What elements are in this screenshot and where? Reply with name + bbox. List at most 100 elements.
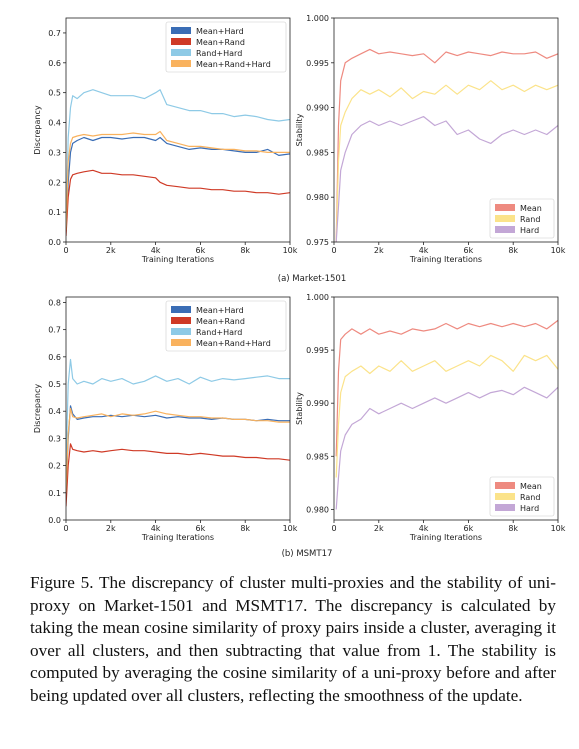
- series-line-rand-hard: [66, 358, 290, 466]
- x-tick-label: 8k: [240, 246, 250, 255]
- market-discrepancy-chart: 0 2k 4k 6k 8k 10k 0.0 0.1 0.2 0.3 0.4 0.5 0.6 0.7 Trai…: [33, 17, 298, 264]
- x-tick-label: 0: [63, 524, 68, 533]
- msmt-discrepancy-chart: 0 2k 4k 6k 8k 10k 0.0 0.1 0.2 0.3 0.4 0.5 0.6 0.7 0.8 T…: [33, 296, 298, 542]
- figure-caption: Figure 5. The discrepancy of cluster mul…: [30, 573, 556, 705]
- legend-label-mean-rand-hard: Mean+Rand+Hard: [196, 60, 271, 69]
- legend-label-mean-hard: Mean+Hard: [196, 27, 244, 36]
- series-line-mean: [335, 319, 558, 457]
- y-tick-label: 0.995: [306, 59, 329, 68]
- y-tick-label: 0.1: [48, 208, 61, 217]
- y-axis-label: Stability: [295, 392, 304, 425]
- legend-label-mean: Mean: [520, 482, 542, 491]
- legend-swatch-rand-hard: [171, 49, 191, 56]
- x-tick-label: 10k: [283, 246, 298, 255]
- y-tick-label: 0.0: [48, 238, 61, 247]
- legend-swatch-rand: [495, 493, 515, 500]
- market-stability-chart: 0 2k 4k 6k 8k 10k 0.975 0.980 0.985 0.990 0.995 1.0…: [295, 14, 566, 264]
- x-tick-label: 2k: [106, 524, 116, 533]
- x-tick-label: 2k: [106, 246, 116, 255]
- y-tick-label: 0.985: [306, 148, 329, 157]
- plot-frame: [65, 17, 291, 243]
- x-tick-label: 8k: [508, 246, 518, 255]
- plot-frame: [65, 296, 291, 521]
- x-tick-label: 6k: [196, 524, 206, 533]
- legend-swatch-mean: [495, 204, 515, 211]
- y-tick-label: 0.5: [48, 380, 61, 389]
- series-line-rand-hard: [66, 89, 290, 228]
- y-tick-label: 1.000: [306, 293, 329, 302]
- y-tick-label: 0.8: [48, 298, 61, 307]
- legend-label-hard: Hard: [520, 226, 539, 235]
- x-tick-label: 10k: [551, 246, 566, 255]
- x-tick-label: 8k: [508, 524, 518, 533]
- y-tick-label: 0.4: [48, 119, 61, 128]
- x-tick-label: 4k: [419, 246, 429, 255]
- y-tick-label: 0.5: [48, 89, 61, 98]
- y-tick-label: 0.4: [48, 407, 61, 416]
- legend: Mean+Hard Mean+Rand Rand+Hard Mean+Rand+Har…: [165, 300, 287, 352]
- x-tick-label: 4k: [151, 524, 161, 533]
- series-line-hard: [335, 386, 558, 510]
- series-line-rand: [335, 80, 558, 242]
- legend-swatch-hard: [495, 504, 515, 511]
- legend-swatch-hard: [495, 226, 515, 233]
- y-tick-label: 0.3: [48, 148, 61, 157]
- y-tick-label: 0.7: [48, 29, 61, 38]
- legend-label-rand-hard: Rand+Hard: [196, 49, 242, 58]
- x-tick-label: 4k: [151, 246, 161, 255]
- legend-label-rand: Rand: [520, 493, 540, 502]
- series-line-mean-rand: [66, 169, 290, 237]
- x-axis-label: Training Iterations: [141, 533, 214, 542]
- y-axis-label: Discrepancy: [33, 105, 42, 154]
- legend-label-mean-rand: Mean+Rand: [196, 38, 245, 47]
- plot-frame: [333, 296, 559, 521]
- y-tick-label: 0.6: [48, 353, 61, 362]
- x-axis-label: Training Iterations: [409, 255, 482, 264]
- x-axis-label: Training Iterations: [409, 533, 482, 542]
- x-tick-label: 2k: [374, 524, 384, 533]
- subfigure-label-b: (b) MSMT17: [282, 549, 333, 559]
- y-tick-label: 0.990: [306, 399, 329, 408]
- legend-swatch-mean-hard: [171, 27, 191, 34]
- legend-label-mean-hard: Mean+Hard: [196, 306, 244, 315]
- legend-box: [165, 21, 287, 73]
- legend-box: [165, 300, 287, 352]
- legend-label-mean-rand: Mean+Rand: [196, 317, 245, 326]
- y-axis-label: Discrepancy: [33, 384, 42, 433]
- legend-label-hard: Hard: [520, 504, 539, 513]
- legend-label-rand-hard: Rand+Hard: [196, 328, 242, 337]
- legend-label-mean-rand-hard: Mean+Rand+Hard: [196, 339, 271, 348]
- x-tick-label: 0: [63, 246, 68, 255]
- legend-swatch-mean-rand-hard: [171, 339, 191, 346]
- series-line-rand: [335, 354, 558, 478]
- figure-canvas: 0 2k 4k 6k 8k 10k 0.0 0.1 0.2 0.3 0.4 0.5 0.6 0.7 Trai…: [33, 14, 566, 559]
- y-tick-label: 0.2: [48, 178, 61, 187]
- y-tick-label: 0.980: [306, 505, 329, 514]
- y-tick-label: 1.000: [306, 14, 329, 23]
- subfigure-label-a: (a) Market-1501: [278, 274, 346, 284]
- legend-swatch-rand: [495, 215, 515, 222]
- y-tick-label: 0.0: [48, 516, 61, 525]
- legend-label-rand: Rand: [520, 215, 540, 224]
- y-tick-label: 0.990: [306, 104, 329, 113]
- legend-swatch-mean-hard: [171, 306, 191, 313]
- y-tick-label: 0.980: [306, 193, 329, 202]
- legend: Mean+Hard Mean+Rand Rand+Hard Mean+Rand+Har…: [165, 21, 287, 73]
- legend-swatch-rand-hard: [171, 328, 191, 335]
- series-line-mean: [335, 48, 558, 242]
- series-line-mean-hard: [66, 405, 290, 493]
- x-tick-label: 10k: [283, 524, 298, 533]
- y-tick-label: 0.2: [48, 462, 61, 471]
- x-tick-label: 6k: [196, 246, 206, 255]
- y-tick-label: 0.1: [48, 489, 61, 498]
- y-tick-label: 0.975: [306, 238, 329, 247]
- series-line-hard: [335, 115, 558, 242]
- x-tick-label: 0: [331, 246, 336, 255]
- y-tick-label: 0.3: [48, 434, 61, 443]
- y-axis-label: Stability: [295, 113, 304, 146]
- x-tick-label: 0: [331, 524, 336, 533]
- legend: Mean Rand Hard: [489, 476, 555, 517]
- x-tick-label: 2k: [374, 246, 384, 255]
- x-tick-label: 6k: [464, 246, 474, 255]
- legend-label-mean: Mean: [520, 204, 542, 213]
